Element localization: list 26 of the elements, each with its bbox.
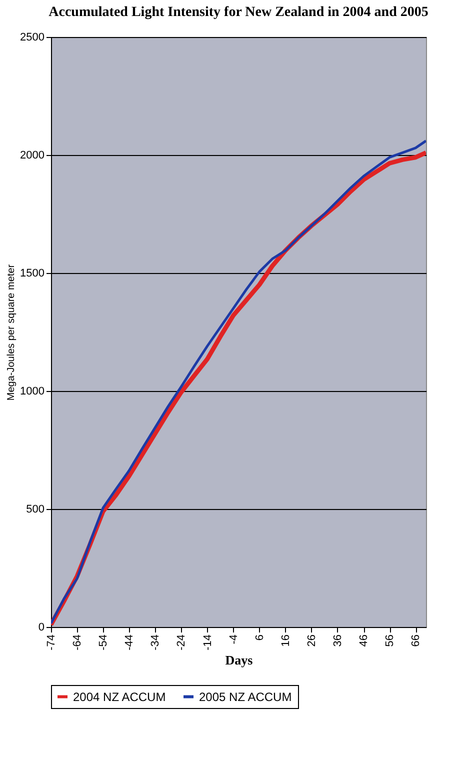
- x-tick-label: 6: [254, 634, 266, 641]
- y-tick-label: 0: [38, 622, 44, 634]
- x-tick-label: -24: [176, 634, 188, 650]
- x-tick-label: -64: [72, 634, 84, 650]
- x-tick-label: 46: [358, 634, 370, 647]
- x-tick-label: 26: [306, 634, 318, 647]
- x-tick-label: 36: [332, 634, 344, 647]
- x-tick-label: 16: [280, 634, 292, 647]
- x-tick-label: -74: [46, 634, 58, 650]
- x-tick-label: -44: [124, 634, 136, 650]
- x-tick-label: 56: [384, 634, 396, 647]
- y-tick-label: 2000: [20, 150, 44, 162]
- y-tick-label: 500: [26, 504, 44, 516]
- x-tick-label: -14: [202, 634, 214, 650]
- legend-label: 2005 NZ ACCUM: [199, 690, 292, 704]
- x-tick-label: 66: [410, 634, 422, 647]
- chart-title: Accumulated Light Intensity for New Zealand in 2004 and 2005: [48, 5, 428, 20]
- legend-label: 2004 NZ ACCUM: [73, 690, 166, 704]
- y-axis-title: Mega-Joules per square meter: [6, 264, 18, 401]
- x-tick-label: -54: [98, 634, 110, 650]
- y-tick-label: 1000: [20, 386, 44, 398]
- x-tick-label: -4: [228, 634, 240, 644]
- x-tick-label: -34: [150, 634, 162, 650]
- y-tick-label: 2500: [20, 32, 44, 44]
- x-axis-title: Days: [225, 652, 253, 668]
- y-tick-label: 1500: [20, 268, 44, 280]
